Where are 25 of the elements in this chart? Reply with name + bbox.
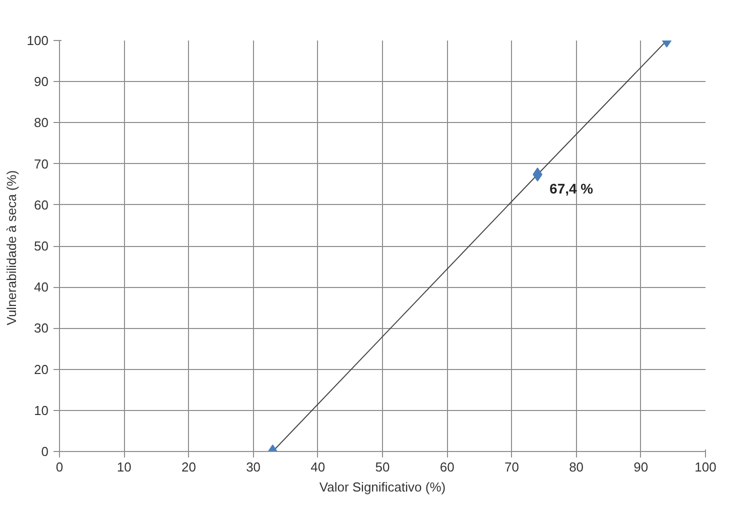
- x-tick-label: 40: [310, 460, 326, 474]
- y-tick-label: 80: [34, 115, 49, 130]
- y-tick-label: 40: [34, 280, 49, 295]
- x-tick-label: 0: [56, 460, 64, 474]
- x-tick-label: 100: [694, 460, 716, 474]
- y-axis-title: Vulnerabilidade à seca (%): [4, 170, 19, 326]
- x-tick-label: 20: [181, 460, 196, 474]
- x-tick-label: 30: [246, 460, 261, 474]
- x-axis-title: Valor Significativo (%): [319, 480, 446, 494]
- x-tick-label: 80: [569, 460, 584, 474]
- y-tick-label: 100: [26, 33, 49, 48]
- annotation: 67,4 %: [550, 180, 594, 196]
- y-tick-label: 70: [34, 156, 49, 172]
- y-tick-label: 10: [34, 402, 49, 418]
- x-tick-label: 10: [116, 460, 132, 474]
- y-tick-label: 0: [41, 444, 49, 459]
- x-tick-label: 50: [375, 460, 390, 474]
- x-tick-label: 60: [440, 460, 454, 474]
- x-tick-label: 90: [634, 460, 648, 474]
- y-tick-label: 30: [34, 320, 49, 336]
- y-tick-label: 20: [34, 362, 49, 377]
- y-tick-label: 90: [34, 74, 49, 90]
- y-tick-label: 50: [34, 238, 49, 254]
- x-tick-label: 70: [504, 460, 519, 474]
- y-tick-label: 60: [34, 197, 49, 212]
